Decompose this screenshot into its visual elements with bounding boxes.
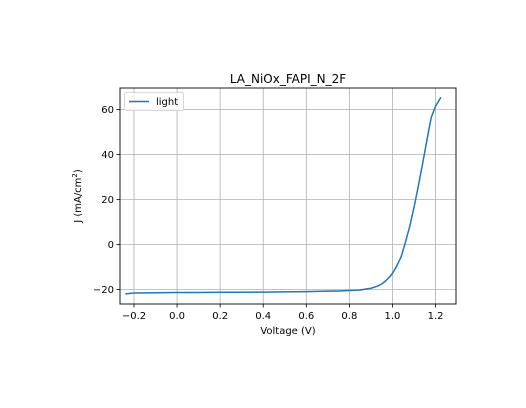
chart-title: LA_NiOx_FAPI_N_2F <box>230 72 346 86</box>
series-line-light <box>125 96 442 295</box>
x-tick-label: 0.8 <box>341 311 357 322</box>
y-tick-label: 40 <box>101 150 114 161</box>
y-axis-label-end: ) <box>73 169 84 173</box>
plot-area-frame <box>119 87 457 305</box>
legend-box <box>124 92 184 111</box>
y-tick-label: 20 <box>101 195 114 206</box>
y-axis-label-superscript: 2 <box>71 173 79 177</box>
legend-label-light: light <box>156 97 178 108</box>
grid-y <box>120 109 456 291</box>
series-layer <box>125 96 442 295</box>
y-axis-label: J (mA/cm2) <box>71 169 84 224</box>
x-axis-ticks: −0.2 0.0 0.2 0.4 0.6 0.8 1.0 1.2 <box>122 304 444 322</box>
x-tick-label: 0.4 <box>255 311 271 322</box>
y-tick-label: 0 <box>108 240 114 251</box>
x-tick-label: −0.2 <box>122 311 146 322</box>
y-tick-label: 60 <box>101 105 114 116</box>
legend: light <box>124 92 184 111</box>
x-tick-label: 1.2 <box>428 311 444 322</box>
x-tick-label: 0.2 <box>212 311 228 322</box>
y-tick-label: −20 <box>93 285 114 296</box>
x-tick-label: 0.0 <box>169 311 185 322</box>
grid-x <box>133 88 436 304</box>
x-tick-label: 1.0 <box>385 311 401 322</box>
x-tick-label: 0.6 <box>298 311 314 322</box>
x-axis-label: Voltage (V) <box>260 326 315 337</box>
y-axis-label-main: J (mA/cm <box>73 178 84 224</box>
y-axis-ticks: −20 0 20 40 60 <box>93 105 120 296</box>
